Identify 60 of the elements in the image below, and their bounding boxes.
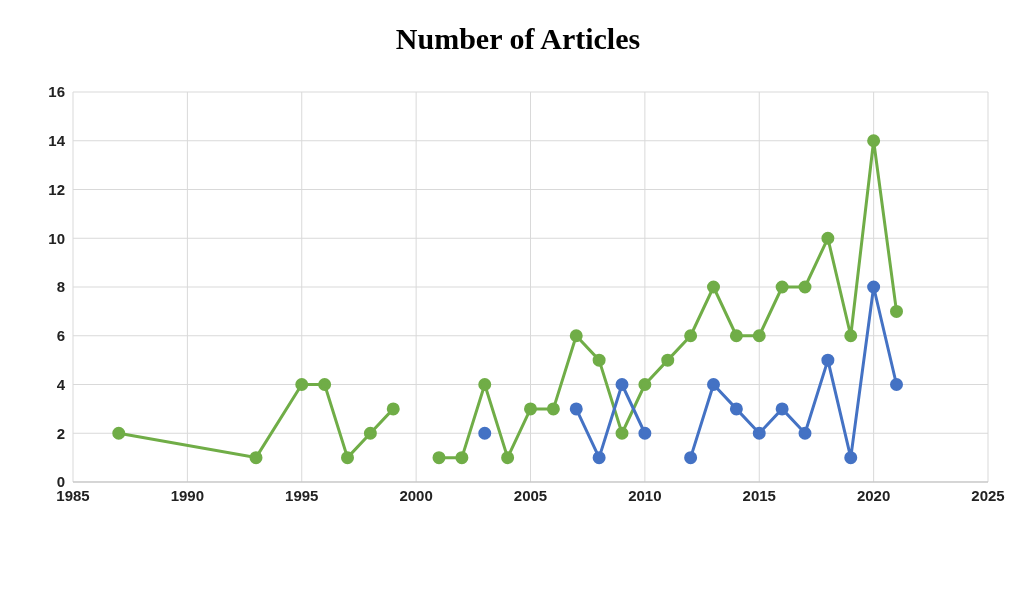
point [432,451,446,465]
point [501,451,515,465]
point [249,451,263,465]
point [638,378,652,391]
y-tick-label: 2 [56,424,65,442]
point [890,378,903,391]
point [592,353,606,367]
point [775,402,789,416]
y-tick-label: 10 [48,229,65,247]
point [341,451,354,465]
point [867,280,881,294]
chart-title: Number of Articles [394,22,642,57]
point [707,378,720,391]
x-tick-label: 2025 [971,486,1005,504]
point [684,329,698,343]
y-tick-label: 4 [56,375,66,393]
point [890,304,903,318]
point [478,378,492,391]
point [638,426,652,440]
y-tick-label: 6 [56,327,65,345]
y-tick-label: 12 [48,180,65,198]
point [318,378,332,391]
point [569,402,583,416]
point [295,378,309,391]
point [661,353,675,367]
point [752,426,766,440]
x-tick-label: 1990 [170,486,205,504]
point [752,329,766,343]
x-tick-label: 2015 [742,486,776,504]
point [455,451,469,465]
x-tick-label: 2010 [628,486,662,504]
point [844,329,858,343]
x-tick-label: 2000 [399,486,433,504]
point [592,451,606,465]
point [775,280,789,294]
y-tick-label: 14 [48,132,66,150]
point [112,426,126,440]
x-tick-label: 2005 [513,486,548,504]
point [798,426,812,440]
point [684,451,698,465]
point [615,426,629,440]
point [821,231,835,245]
point [569,329,583,343]
x-tick-label: 1995 [285,486,319,504]
point [707,280,720,294]
point [867,134,881,148]
point [729,402,743,416]
point [844,451,858,465]
point [524,402,537,416]
point [821,353,835,367]
point [798,280,812,294]
y-tick-label: 16 [48,83,65,101]
point [386,402,400,416]
point [363,426,377,440]
point [478,426,492,440]
y-tick-label: 8 [56,278,65,296]
x-tick-label: 2020 [856,486,891,504]
point [729,329,743,343]
point [615,378,629,391]
point [546,402,560,416]
